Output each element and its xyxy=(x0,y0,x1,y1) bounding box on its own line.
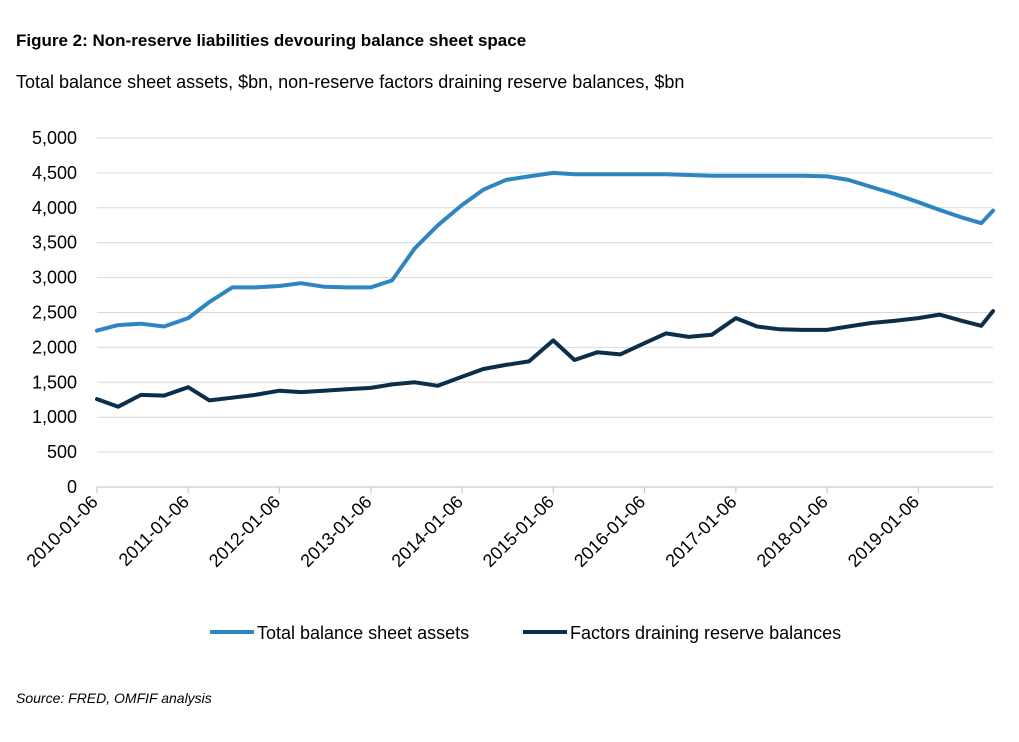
legend-label: Factors draining reserve balances xyxy=(570,623,841,643)
y-tick-label: 3,000 xyxy=(32,268,77,288)
x-tick-label: 2012-01-06 xyxy=(205,492,284,571)
y-tick-label: 4,000 xyxy=(32,198,77,218)
series-line-2 xyxy=(95,309,995,409)
x-tick-label: 2014-01-06 xyxy=(388,492,467,571)
y-tick-label: 4,500 xyxy=(32,163,77,183)
chart-title: Figure 2: Non-reserve liabilities devour… xyxy=(16,31,527,50)
y-tick-label: 2,500 xyxy=(32,303,77,323)
x-tick-label: 2010-01-06 xyxy=(23,492,102,571)
x-tick-label: 2015-01-06 xyxy=(479,492,558,571)
series-lines xyxy=(95,170,995,409)
y-tick-label: 500 xyxy=(47,442,77,462)
x-tick-label: 2013-01-06 xyxy=(296,492,375,571)
y-tick-label: 1,500 xyxy=(32,372,77,392)
source-note: Source: FRED, OMFIF analysis xyxy=(16,690,212,706)
x-tick-label: 2018-01-06 xyxy=(753,492,832,571)
x-tick-label: 2019-01-06 xyxy=(844,492,923,571)
gridlines xyxy=(97,137,993,453)
y-tick-label: 2,000 xyxy=(32,337,77,357)
y-tick-label: 0 xyxy=(67,477,77,497)
line-chart: 2010-01-06 2011-01-06 2012-01-06 2013-01-06… xyxy=(23,128,995,643)
y-axis: 0 500 1,000 1,500 2,000 2,500 3,000 3,500 4,000 4… xyxy=(32,128,77,497)
chart-subtitle: Total balance sheet assets, $bn, non-res… xyxy=(16,72,685,92)
legend-label: Total balance sheet assets xyxy=(257,623,469,643)
x-tick-label: 2017-01-06 xyxy=(661,492,740,571)
y-tick-label: 1,000 xyxy=(32,407,77,427)
y-tick-label: 5,000 xyxy=(32,128,77,148)
x-axis: 2010-01-06 2011-01-06 2012-01-06 2013-01-06… xyxy=(23,486,993,571)
series-line-1 xyxy=(95,170,995,333)
y-tick-label: 3,500 xyxy=(32,233,77,253)
x-tick-label: 2011-01-06 xyxy=(115,492,193,570)
legend: Total balance sheet assets Factors draini… xyxy=(210,623,841,643)
x-tick-label: 2016-01-06 xyxy=(570,492,649,571)
